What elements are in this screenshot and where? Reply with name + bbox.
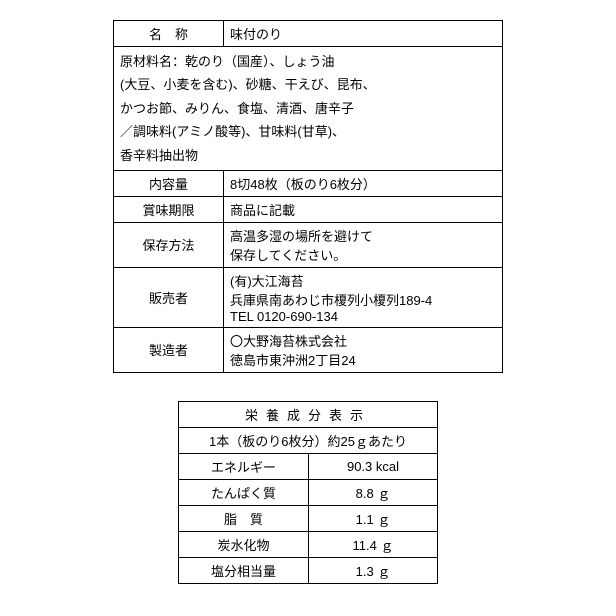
table-row: 賞味期限 商品に記載 — [114, 196, 503, 222]
storage-line: 高温多湿の場所を避けて — [230, 226, 496, 245]
nutrition-label: たんぱく質 — [179, 479, 309, 505]
nutrition-label: 炭水化物 — [179, 531, 309, 557]
nutrition-table: 栄養成分表示 1本（板のり6枚分）約25ｇあたり エネルギー 90.3 kcal… — [178, 401, 438, 584]
ingredients-line: かつお節、みりん、食塩、清酒、唐辛子 — [120, 97, 496, 120]
table-row: 内容量 8切48枚（板のり6枚分） — [114, 170, 503, 196]
content-label: 内容量 — [114, 170, 224, 196]
nutrition-label: 塩分相当量 — [179, 557, 309, 583]
storage-label: 保存方法 — [114, 222, 224, 267]
nutrition-title: 栄養成分表示 — [179, 401, 438, 427]
expiry-label: 賞味期限 — [114, 196, 224, 222]
seller-label: 販売者 — [114, 267, 224, 327]
seller-line: 兵庫県南あわじ市榎列小榎列189-4 — [230, 290, 496, 309]
nutrition-row: エネルギー 90.3 kcal — [179, 453, 438, 479]
maker-label: 製造者 — [114, 327, 224, 372]
table-row: 名 称 味付のり — [114, 21, 503, 47]
expiry-value: 商品に記載 — [224, 196, 503, 222]
maker-line: 徳島市東沖洲2丁目24 — [230, 350, 496, 369]
table-row: 保存方法 高温多湿の場所を避けて 保存してください。 — [114, 222, 503, 267]
ingredients-line: ／調味料(アミノ酸等)、甘味料(甘草)、 — [120, 120, 496, 143]
seller-line: TEL 0120-690-134 — [230, 309, 496, 324]
ingredients-line: 原材料名：乾のり（国産）、しょう油 — [120, 50, 496, 73]
nutrition-value: 8.8 ｇ — [309, 479, 438, 505]
ingredients-line: 香辛料抽出物 — [120, 144, 496, 167]
name-value: 味付のり — [224, 21, 503, 47]
nutrition-title-row: 栄養成分表示 — [179, 401, 438, 427]
nutrition-value: 11.4 ｇ — [309, 531, 438, 557]
name-label: 名 称 — [114, 21, 224, 47]
ingredients-cell: 原材料名：乾のり（国産）、しょう油 (大豆、小麦を含む)、砂糖、干えび、昆布、 … — [114, 47, 503, 171]
nutrition-value: 90.3 kcal — [309, 453, 438, 479]
table-row: 販売者 (有)大江海苔 兵庫県南あわじ市榎列小榎列189-4 TEL 0120-… — [114, 267, 503, 327]
nutrition-subtitle: 1本（板のり6枚分）約25ｇあたり — [179, 427, 438, 453]
table-row: 製造者 〇大野海苔株式会社 徳島市東沖洲2丁目24 — [114, 327, 503, 372]
maker-line: 〇大野海苔株式会社 — [230, 331, 496, 350]
nutrition-label: エネルギー — [179, 453, 309, 479]
seller-value: (有)大江海苔 兵庫県南あわじ市榎列小榎列189-4 TEL 0120-690-… — [224, 267, 503, 327]
ingredients-row: 原材料名：乾のり（国産）、しょう油 (大豆、小麦を含む)、砂糖、干えび、昆布、 … — [114, 47, 503, 171]
product-info-table: 名 称 味付のり 原材料名：乾のり（国産）、しょう油 (大豆、小麦を含む)、砂糖… — [113, 20, 503, 373]
nutrition-row: たんぱく質 8.8 ｇ — [179, 479, 438, 505]
nutrition-value: 1.1 ｇ — [309, 505, 438, 531]
content-value: 8切48枚（板のり6枚分） — [224, 170, 503, 196]
nutrition-row: 脂 質 1.1 ｇ — [179, 505, 438, 531]
storage-line: 保存してください。 — [230, 245, 496, 264]
nutrition-label: 脂 質 — [179, 505, 309, 531]
nutrition-row: 炭水化物 11.4 ｇ — [179, 531, 438, 557]
maker-value: 〇大野海苔株式会社 徳島市東沖洲2丁目24 — [224, 327, 503, 372]
seller-line: (有)大江海苔 — [230, 271, 496, 290]
nutrition-value: 1.3 ｇ — [309, 557, 438, 583]
storage-value: 高温多湿の場所を避けて 保存してください。 — [224, 222, 503, 267]
nutrition-row: 塩分相当量 1.3 ｇ — [179, 557, 438, 583]
ingredients-line: (大豆、小麦を含む)、砂糖、干えび、昆布、 — [120, 73, 496, 96]
nutrition-subtitle-row: 1本（板のり6枚分）約25ｇあたり — [179, 427, 438, 453]
